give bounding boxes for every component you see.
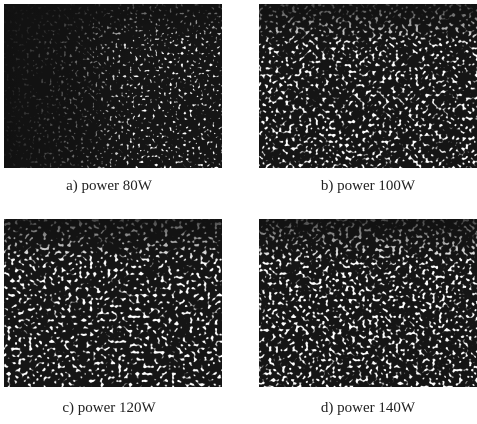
panel [4, 219, 222, 387]
caption: d) power 140W [320, 400, 416, 416]
caption: a) power 80W [66, 178, 152, 194]
micrograph [4, 219, 222, 387]
caption: c) power 120W [62, 400, 156, 416]
caption: b) power 100W [320, 178, 416, 194]
panel [4, 4, 222, 168]
micrograph [259, 219, 477, 387]
micrograph [4, 4, 222, 168]
panel [259, 219, 477, 387]
panel [259, 4, 477, 168]
micrograph [259, 4, 477, 168]
